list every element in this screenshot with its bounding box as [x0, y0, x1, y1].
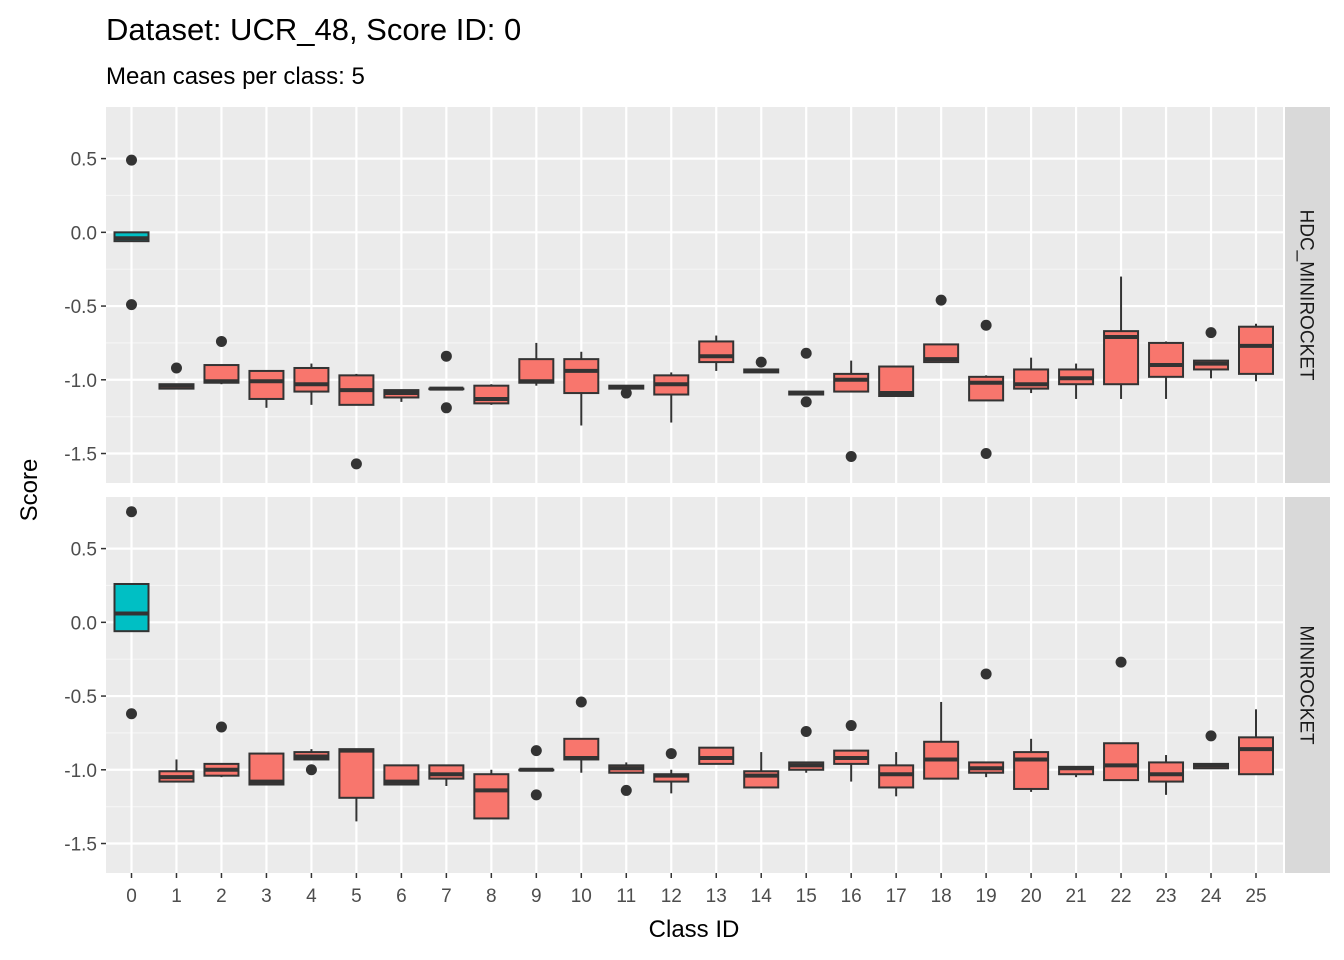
outlier-point — [530, 745, 542, 757]
y-tick-label: -0.5 — [64, 687, 97, 708]
y-tick-label: -1.0 — [64, 371, 97, 392]
facet-strip — [1285, 107, 1330, 483]
x-tick-label: 19 — [976, 886, 997, 907]
box-body — [698, 340, 735, 364]
facet-label: HDC_MINIROCKET — [1296, 209, 1317, 380]
y-tick-label: 0.0 — [71, 613, 97, 634]
y-tick-label: -1.5 — [64, 445, 97, 466]
x-tick-label: 22 — [1110, 886, 1131, 907]
box-body — [293, 366, 330, 393]
x-tick-label: 16 — [841, 886, 862, 907]
x-tick-label: 6 — [396, 886, 407, 907]
x-tick-label: 8 — [486, 886, 497, 907]
box-body — [1238, 736, 1274, 776]
x-tick-label: 5 — [351, 886, 362, 907]
outlier-point — [980, 448, 992, 460]
outlier-point — [665, 748, 677, 760]
outlier-point — [1205, 327, 1217, 339]
y-tick-label: -1.0 — [64, 761, 97, 782]
box-body — [563, 358, 600, 395]
x-tick-label: 9 — [531, 886, 542, 907]
outlier-point — [620, 387, 632, 399]
chart-title: Dataset: UCR_48, Score ID: 0 — [106, 12, 521, 47]
box-body — [1148, 341, 1185, 378]
y-tick-label: 0.0 — [71, 223, 97, 244]
y-tick-label: 0.5 — [71, 150, 97, 171]
outlier-point — [215, 721, 227, 733]
outlier-point — [126, 154, 137, 166]
outlier-point — [845, 450, 857, 462]
outlier-point — [440, 350, 452, 362]
y-tick-label: -0.5 — [64, 297, 97, 318]
outlier-point — [755, 356, 767, 368]
box-body — [1238, 325, 1274, 375]
box-body — [473, 773, 510, 820]
outlier-point — [620, 784, 632, 796]
x-tick-label: 14 — [751, 886, 773, 907]
box-body — [113, 582, 150, 633]
x-tick-label: 20 — [1021, 886, 1042, 907]
outlier-point — [935, 294, 947, 306]
outlier-point — [575, 696, 587, 708]
x-tick-label: 10 — [571, 886, 592, 907]
outlier-point — [980, 319, 992, 331]
outlier-point — [126, 506, 137, 518]
plot-area: 0.5 0.0 -0.5 -1.0 -1.5 HDC_MINIROCKET 0.5 0.0 -0… — [64, 107, 1330, 907]
x-tick-label: 0 — [126, 886, 137, 907]
x-tick-label: 23 — [1155, 886, 1176, 907]
x-tick-label: 7 — [441, 886, 452, 907]
box-body — [338, 748, 375, 799]
box-body — [1148, 761, 1185, 783]
x-tick-label: 12 — [661, 886, 682, 907]
outlier-point — [845, 720, 857, 732]
panel-background — [106, 497, 1283, 873]
y-tick-label: -1.5 — [64, 835, 97, 856]
outlier-point — [1205, 730, 1217, 742]
outlier-point — [800, 725, 812, 737]
x-tick-label: 11 — [616, 886, 636, 907]
x-tick-label: 4 — [306, 886, 317, 907]
x-tick-label: 24 — [1200, 886, 1222, 907]
box-body — [698, 746, 735, 765]
outlier-point — [980, 668, 992, 680]
facet-strip — [1285, 497, 1330, 873]
box-body — [1103, 330, 1140, 386]
box-body — [968, 375, 1005, 402]
x-axis-title: Class ID — [649, 916, 740, 943]
x-tick-label: 18 — [931, 886, 952, 907]
x-tick-label: 1 — [171, 886, 182, 907]
outlier-point — [126, 708, 137, 720]
outlier-point — [800, 347, 812, 359]
outlier-point — [305, 764, 317, 776]
chart-subtitle: Mean cases per class: 5 — [106, 63, 365, 90]
x-tick-label: 2 — [216, 886, 227, 907]
box-body — [518, 358, 555, 384]
box-body — [878, 764, 915, 789]
box-body — [1103, 742, 1140, 782]
box-body — [248, 752, 285, 786]
outlier-point — [215, 335, 227, 347]
outlier-point — [350, 458, 362, 470]
y-axis-title: Score — [16, 459, 43, 522]
outlier-point — [170, 362, 182, 374]
box-body — [248, 369, 285, 400]
x-tick-label: 21 — [1066, 886, 1087, 907]
box-body — [833, 372, 870, 393]
outlier-point — [1115, 656, 1127, 668]
x-tick-label: 3 — [261, 886, 272, 907]
outlier-point — [440, 402, 452, 414]
facet-label: MINIROCKET — [1296, 625, 1317, 745]
x-tick-label: 13 — [706, 886, 727, 907]
outlier-point — [530, 789, 542, 801]
x-tick-label: 17 — [886, 886, 907, 907]
box-body — [428, 764, 465, 780]
x-tick-label: 25 — [1245, 886, 1266, 907]
y-tick-label: 0.5 — [71, 540, 97, 561]
outlier-point — [126, 299, 137, 311]
x-tick-label: 15 — [796, 886, 817, 907]
outlier-point — [800, 396, 812, 408]
panel-background — [106, 107, 1283, 483]
